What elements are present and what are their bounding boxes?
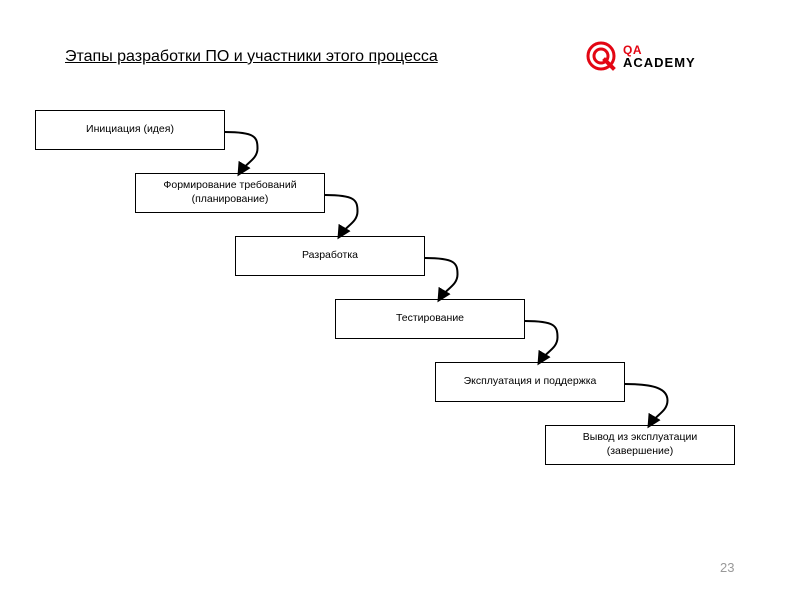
qa-academy-logo: QA ACADEMY [585, 40, 696, 72]
slide-title: Этапы разработки ПО и участники этого пр… [65, 48, 438, 66]
flowchart-node-n1: Инициация (идея) [35, 110, 225, 150]
page-number: 23 [720, 560, 734, 575]
flowchart-node-n6: Вывод из эксплуатации(завершение) [545, 425, 735, 465]
flowchart-node-n4: Тестирование [335, 299, 525, 339]
logo-academy-text: ACADEMY [623, 56, 696, 69]
flowchart-node-n3: Разработка [235, 236, 425, 276]
flowchart-node-n5: Эксплуатация и поддержка [435, 362, 625, 402]
flowchart-node-n2: Формирование требований(планирование) [135, 173, 325, 213]
logo-icon [585, 40, 617, 72]
logo-qa-text: QA [623, 44, 696, 56]
logo-text: QA ACADEMY [623, 44, 696, 69]
